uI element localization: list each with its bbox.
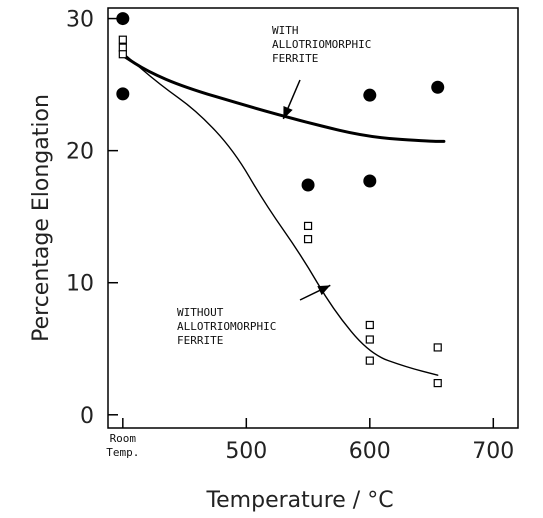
y-tick-label: 30	[66, 8, 94, 33]
filled-circle-point	[431, 80, 445, 94]
annotation-text: WITHOUT	[177, 306, 224, 319]
filled-circle-point	[116, 12, 130, 26]
room-temp-label-line-2: Temp.	[106, 446, 139, 459]
open-square-point	[303, 221, 313, 231]
y-axis-ticks: 0 10 20 30	[66, 8, 118, 429]
open-square-point	[365, 320, 374, 330]
x-tick-label: 500	[225, 439, 267, 464]
x-tick-label: 700	[472, 439, 514, 464]
annotation-text: FERRITE	[177, 334, 223, 347]
open-square-point	[118, 35, 127, 44]
x-axis-label: Temperature / °C	[205, 488, 393, 513]
filled-circle-point	[116, 87, 130, 101]
annotation-text: ALLOTRIOMORPHIC	[272, 38, 371, 51]
open-square-point	[433, 378, 442, 388]
curves	[121, 52, 446, 376]
plot-frame	[107, 7, 519, 429]
annotation-text: WITH	[272, 24, 299, 37]
x-tick-label: 600	[349, 439, 391, 464]
open-square-point	[118, 50, 127, 59]
filled-circle-point	[363, 88, 377, 102]
open-square-point	[118, 43, 127, 52]
y-tick-label: 10	[66, 272, 94, 297]
open-square-point	[365, 356, 374, 365]
annotation-text: ALLOTRIOMORPHIC	[177, 320, 276, 333]
y-axis-label: Percentage Elongation	[29, 94, 54, 342]
data-markers	[116, 12, 445, 388]
filled-circle-point	[363, 174, 377, 188]
open-square-point	[365, 335, 374, 344]
room-temp-label-line-1: Room	[110, 432, 137, 445]
annotations: WITHALLOTRIOMORPHICFERRITEWITHOUTALLOTRI…	[177, 24, 371, 347]
filled-circle-point	[301, 178, 315, 192]
open-square-point	[433, 343, 442, 352]
x-axis-ticks: 500 600 700	[122, 418, 514, 464]
arrow-head-icon	[283, 105, 293, 119]
y-tick-label: 20	[66, 140, 94, 165]
annotation-text: FERRITE	[272, 52, 318, 65]
arrow-head-icon	[317, 285, 331, 296]
curve-without-ferrite	[122, 52, 439, 376]
y-tick-label: 0	[80, 404, 94, 429]
open-square-point	[303, 235, 313, 244]
